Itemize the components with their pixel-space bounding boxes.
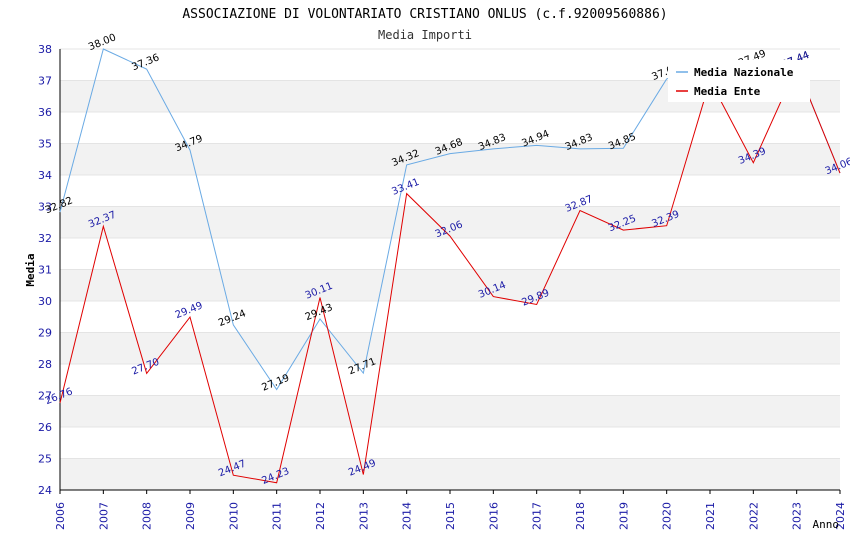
x-tick-labels: 2006 2007 2008 2009 2010 2011 2012 2013 2014 2015… [54,502,847,530]
x-tick-label: 2024 [834,502,847,530]
grid-band [60,364,840,396]
y-tick-label: 36 [38,106,52,119]
x-tick-label: 2007 [97,502,110,530]
grid-band [60,458,840,490]
x-tick-label: 2010 [227,502,240,530]
x-tick-label: 2021 [704,502,717,530]
x-tick-label: 2016 [487,502,500,530]
y-tick-label: 30 [38,295,52,308]
x-tick-label: 2009 [184,502,197,530]
y-tick-label: 37 [38,75,52,88]
legend-box [668,60,810,102]
y-tick-label: 32 [38,232,52,245]
x-tick-label: 2012 [314,502,327,530]
x-axis-label: Anno [813,518,840,531]
grid-band [60,112,840,144]
y-tick-label: 31 [38,264,52,277]
x-tick-label: 2019 [617,502,630,530]
grid-band [60,332,840,364]
y-tick-label: 28 [38,358,52,371]
x-tick-label: 2008 [141,502,154,530]
grid-band [60,143,840,175]
x-tick-label: 2013 [357,502,370,530]
chart-subtitle: Media Importi [378,28,472,42]
y-tick-label: 33 [38,201,52,214]
y-tick-label: 26 [38,421,52,434]
x-tick-label: 2018 [574,502,587,530]
y-tick-label: 24 [38,484,52,497]
y-tick-label: 35 [38,138,52,151]
x-tick-label: 2011 [271,502,284,530]
legend-label-nazionale: Media Nazionale [694,66,794,79]
x-tick-label: 2014 [401,502,414,530]
axes [59,49,841,494]
y-tick-label: 29 [38,327,52,340]
legend: Media Nazionale Media Ente [668,60,810,102]
x-tick-label: 2022 [747,502,760,530]
grid-band [60,395,840,427]
x-tick-label: 2017 [531,502,544,530]
grid-band [60,206,840,238]
y-tick-label: 34 [38,169,52,182]
y-tick-label: 38 [38,43,52,56]
grid-band [60,238,840,270]
y-tick-label: 27 [38,390,52,403]
y-axis-label: Media [24,253,37,286]
grid-bands [60,48,840,491]
x-tick-label: 2015 [444,502,457,530]
x-tick-label: 2006 [54,502,67,530]
x-tick-label: 2020 [661,502,674,530]
grid-band [60,175,840,207]
grid-band [60,427,840,459]
x-tick-label: 2023 [791,502,804,530]
legend-label-ente: Media Ente [694,85,761,98]
y-tick-labels: 24 25 26 27 28 29 30 31 32 33 34 35 36 37 38 [38,43,52,497]
chart-title: ASSOCIAZIONE DI VOLONTARIATO CRISTIANO O… [182,7,667,22]
y-tick-label: 25 [38,453,52,466]
grid-band [60,269,840,301]
